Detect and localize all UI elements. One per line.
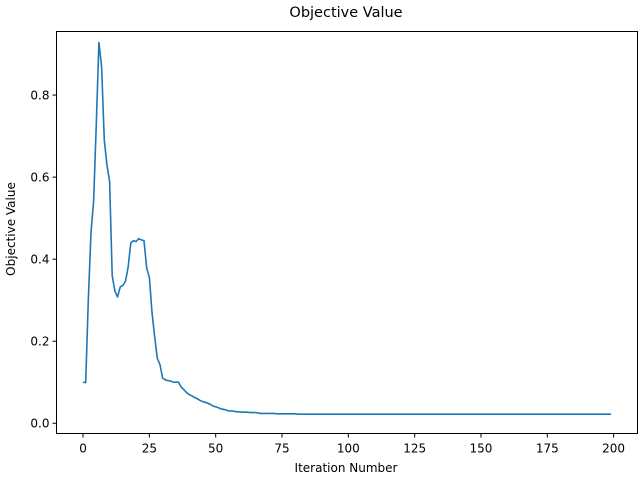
y-tick-label: 0.8 [30, 89, 49, 103]
x-tick-label: 25 [142, 442, 157, 456]
objective-value-line [82, 41, 611, 416]
x-axis-ticks: 0 25 50 75 100 125 150 175 200 [79, 433, 625, 456]
chart-title: Objective Value [289, 5, 402, 21]
x-tick-label: 150 [470, 442, 493, 456]
x-tick-label: 50 [208, 442, 223, 456]
x-tick-label: 125 [403, 442, 426, 456]
y-tick-label: 0.2 [30, 335, 49, 349]
x-tick-label: 200 [602, 442, 625, 456]
x-tick-label: 75 [274, 442, 289, 456]
x-tick-label: 100 [337, 442, 360, 456]
x-tick-label: 175 [536, 442, 559, 456]
x-axis-label: Iteration Number [295, 461, 398, 475]
axes-frame [56, 31, 638, 434]
y-tick-label: 0.6 [30, 171, 49, 185]
y-axis-ticks: 0.0 0.2 0.4 0.6 0.8 [30, 89, 57, 431]
plot-area [56, 31, 638, 434]
y-tick-label: 0.0 [30, 417, 49, 431]
x-tick-label: 0 [79, 442, 87, 456]
y-tick-label: 0.4 [30, 253, 49, 267]
y-axis-label: Objective Value [4, 182, 18, 276]
